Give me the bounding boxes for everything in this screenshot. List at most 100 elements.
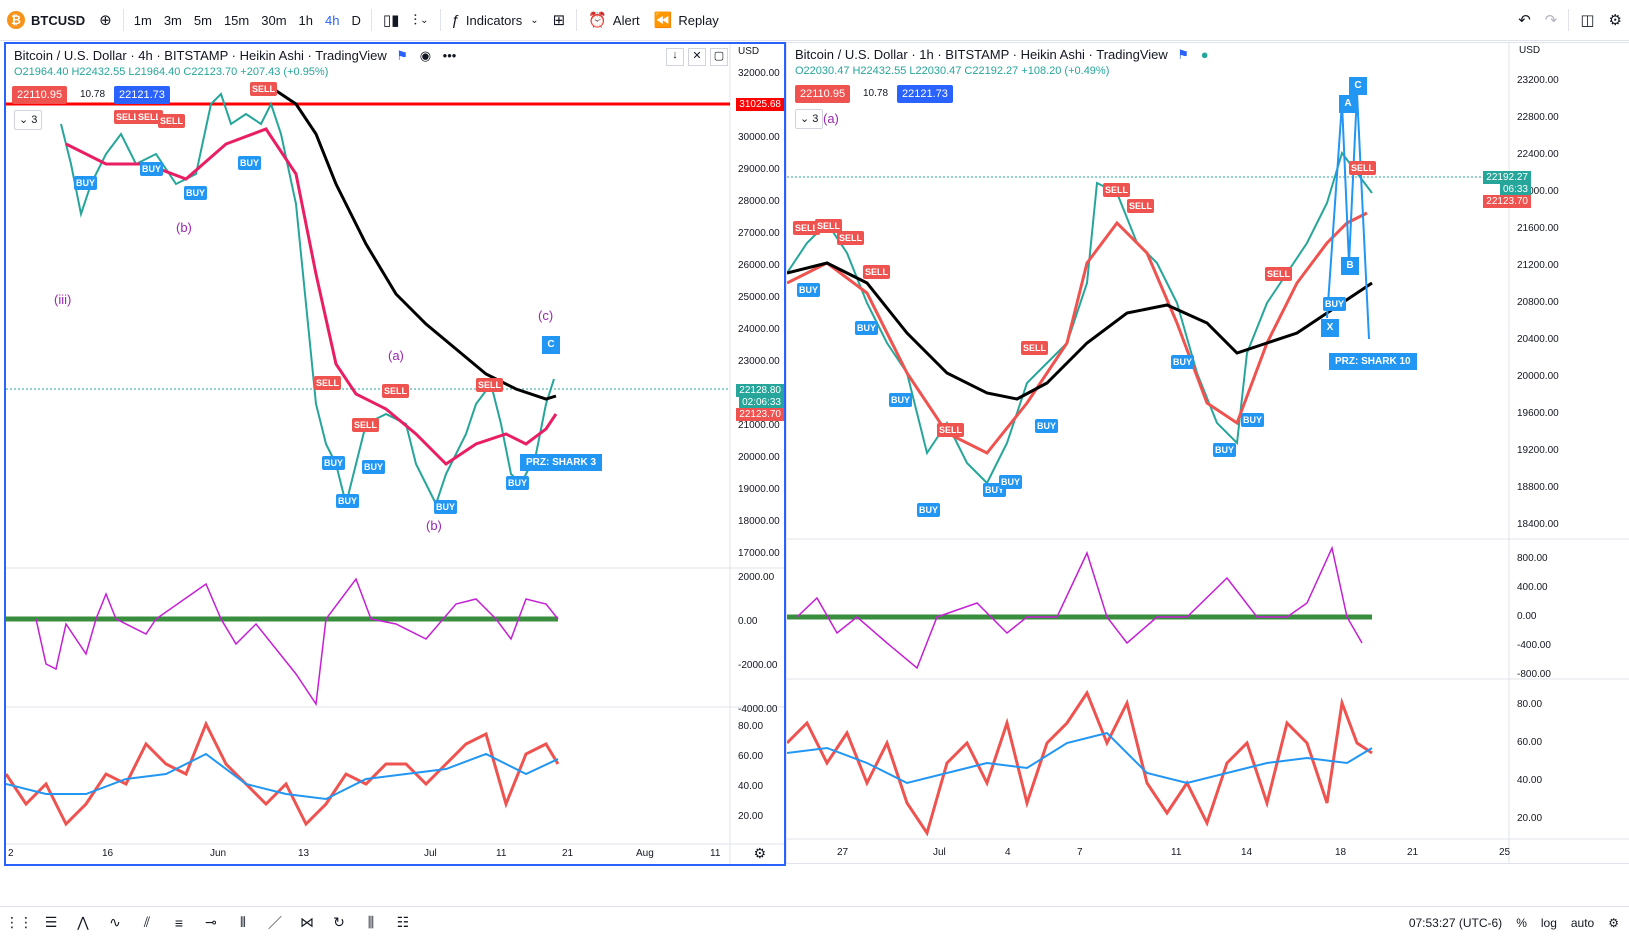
wave-label: (b) <box>426 518 442 533</box>
trend-line-icon[interactable]: ／ <box>268 914 282 931</box>
divider <box>576 9 578 31</box>
timeframe-1h[interactable]: 1h <box>298 12 313 28</box>
time-tick: 14 <box>1241 847 1253 858</box>
alert-button[interactable]: ⏰ Alert <box>581 0 646 40</box>
buy-signal: BUY <box>917 503 941 517</box>
percent-toggle[interactable]: % <box>1516 915 1527 930</box>
fib-icon[interactable]: ≡ <box>174 914 184 931</box>
templates-button[interactable]: ⊞ <box>546 0 573 40</box>
lines-tool-icon[interactable]: ☰ <box>44 914 58 930</box>
ohlc-values: O21964.40 H22432.55 L21964.40 C22123.70 … <box>14 66 329 78</box>
timeframe-30m[interactable]: 30m <box>261 12 287 28</box>
parallel-channel-icon[interactable]: ⫼ <box>367 914 375 930</box>
settings-button[interactable]: ⚙ <box>1602 0 1629 40</box>
price-tick: 32000.00 <box>738 68 780 79</box>
right-chart-canvas[interactable] <box>787 43 1629 863</box>
chart-type-button[interactable]: ⫶ ⌄ <box>406 0 435 40</box>
timeframe-3m[interactable]: 3m <box>163 12 182 28</box>
flag-icon[interactable]: ⚑ <box>1177 47 1190 62</box>
top-toolbar: ₿ BTCUSD ⊕ 1m 3m 5m 15m 30m 1h 4h D ▯▮ ⫶ ⌄ ƒ Ind… <box>0 0 1629 41</box>
sell-signal: SELL <box>1127 199 1155 213</box>
vertical-lines-icon[interactable]: ⦀ <box>239 914 247 930</box>
time-tick: 4 <box>1005 847 1011 858</box>
rsi-blue <box>787 731 1373 785</box>
time-tick: 13 <box>298 848 310 859</box>
price-tick: 18800.00 <box>1517 482 1559 493</box>
bitcoin-icon: ₿ <box>7 11 25 29</box>
red-line-price-tag: 31025.68 <box>736 98 784 111</box>
currency-label[interactable]: USD <box>1519 45 1541 56</box>
bid-badge[interactable]: 22110.95 <box>795 85 851 103</box>
sell-signal: SELL <box>114 110 142 124</box>
indicators-button[interactable]: ƒ Indicators ⌄ <box>445 0 546 40</box>
more-icon[interactable]: ••• <box>442 48 457 63</box>
price-candles <box>787 150 1373 485</box>
interval-count: 3 <box>812 113 819 125</box>
sell-signal: SELL <box>1349 161 1377 175</box>
timeframe-1m[interactable]: 1m <box>133 12 152 28</box>
auto-toggle[interactable]: auto <box>1570 915 1595 930</box>
bar-style-button[interactable]: ▯▮ <box>376 0 407 40</box>
divider <box>439 9 441 31</box>
harmonic-point-a: A <box>1339 95 1357 113</box>
sell-signal: SELL <box>352 418 380 432</box>
eye-icon[interactable]: ◉ <box>419 48 432 63</box>
drag-handle-icon[interactable]: ⋮⋮ <box>5 914 33 930</box>
abc-pattern-icon[interactable]: ⋀ <box>77 914 89 930</box>
ask-badge[interactable]: 22121.73 <box>114 86 170 104</box>
flag-icon[interactable]: ⚑ <box>396 48 409 63</box>
left-chart-title[interactable]: Bitcoin / U.S. Dollar · 4h · BITSTAMP · … <box>14 48 456 64</box>
symbol-search[interactable]: ₿ BTCUSD <box>0 0 92 40</box>
timeframe-4h[interactable]: 4h <box>325 12 340 28</box>
left-chart-canvas[interactable] <box>6 44 784 864</box>
oscillator-histogram <box>796 545 1363 670</box>
timeframe-15m[interactable]: 15m <box>223 12 250 28</box>
grid-icon: ⊞ <box>552 12 566 29</box>
bid-badge[interactable]: 22110.95 <box>12 86 68 104</box>
timeframe-5m[interactable]: 5m <box>193 12 212 28</box>
ema-red <box>65 127 558 466</box>
undo-button[interactable]: ↶ <box>1511 0 1538 40</box>
clock-display[interactable]: 07:53:27 (UTC-6) <box>1408 915 1503 930</box>
plus-circle-icon: ⊕ <box>99 12 112 29</box>
time-tick: 16 <box>102 848 114 859</box>
layout-button[interactable]: ◫ <box>1573 0 1601 40</box>
sell-signal: SELL <box>837 231 865 245</box>
timeframe-D[interactable]: D <box>351 12 361 28</box>
interval-toggle[interactable]: ⌄ 3 <box>14 110 43 130</box>
left-chart-pane[interactable]: Bitcoin / U.S. Dollar · 4h · BITSTAMP · … <box>4 42 786 866</box>
elliott-wave-icon[interactable]: ∿ <box>109 914 121 930</box>
chart-settings-icon[interactable]: ⚙ <box>1608 915 1619 930</box>
buy-signal: BUY <box>889 393 913 407</box>
spread-value: 10.78 <box>80 89 106 100</box>
arrow-down-icon[interactable]: ↓ <box>666 48 684 66</box>
harmonic-point-c: C <box>1349 77 1367 95</box>
sell-signal: SELL <box>158 114 186 128</box>
price-tick: 26000.00 <box>738 260 780 271</box>
buy-signal: BUY <box>999 475 1023 489</box>
right-chart-pane[interactable]: Bitcoin / U.S. Dollar · 1h · BITSTAMP · … <box>786 42 1629 864</box>
maximize-icon[interactable]: ▢ <box>710 48 728 66</box>
right-chart-title[interactable]: Bitcoin / U.S. Dollar · 1h · BITSTAMP · … <box>795 47 1209 63</box>
redo-icon: ↷ <box>1544 12 1558 29</box>
time-tick: Jul <box>933 847 946 858</box>
replay-button[interactable]: ⏪ Replay <box>647 0 726 40</box>
buy-signal: BUY <box>1171 355 1195 369</box>
interval-toggle[interactable]: ⌄ 3 <box>795 109 824 129</box>
buy-signal: BUY <box>434 500 458 514</box>
redo-button[interactable]: ↷ <box>1538 0 1565 40</box>
log-toggle[interactable]: log <box>1540 915 1557 930</box>
sell-signal: SELL <box>815 219 843 233</box>
gear-icon[interactable]: ⚙ <box>753 845 766 861</box>
horizontal-ray-icon[interactable]: ⊸ <box>205 914 217 930</box>
close-icon[interactable]: ✕ <box>688 48 706 66</box>
compare-add-button[interactable]: ⊕ <box>92 0 119 40</box>
currency-label[interactable]: USD <box>738 46 760 57</box>
ask-badge[interactable]: 22121.73 <box>897 85 953 103</box>
cycle-icon[interactable]: ↻ <box>333 914 345 930</box>
channel-icon[interactable]: ⫽ <box>143 914 151 930</box>
wave-label: (iii) <box>54 292 72 307</box>
price-tick: 30000.00 <box>738 132 780 143</box>
regression-icon[interactable]: ☷ <box>396 914 410 930</box>
xabcd-pattern-icon[interactable]: ⋈ <box>300 914 314 930</box>
